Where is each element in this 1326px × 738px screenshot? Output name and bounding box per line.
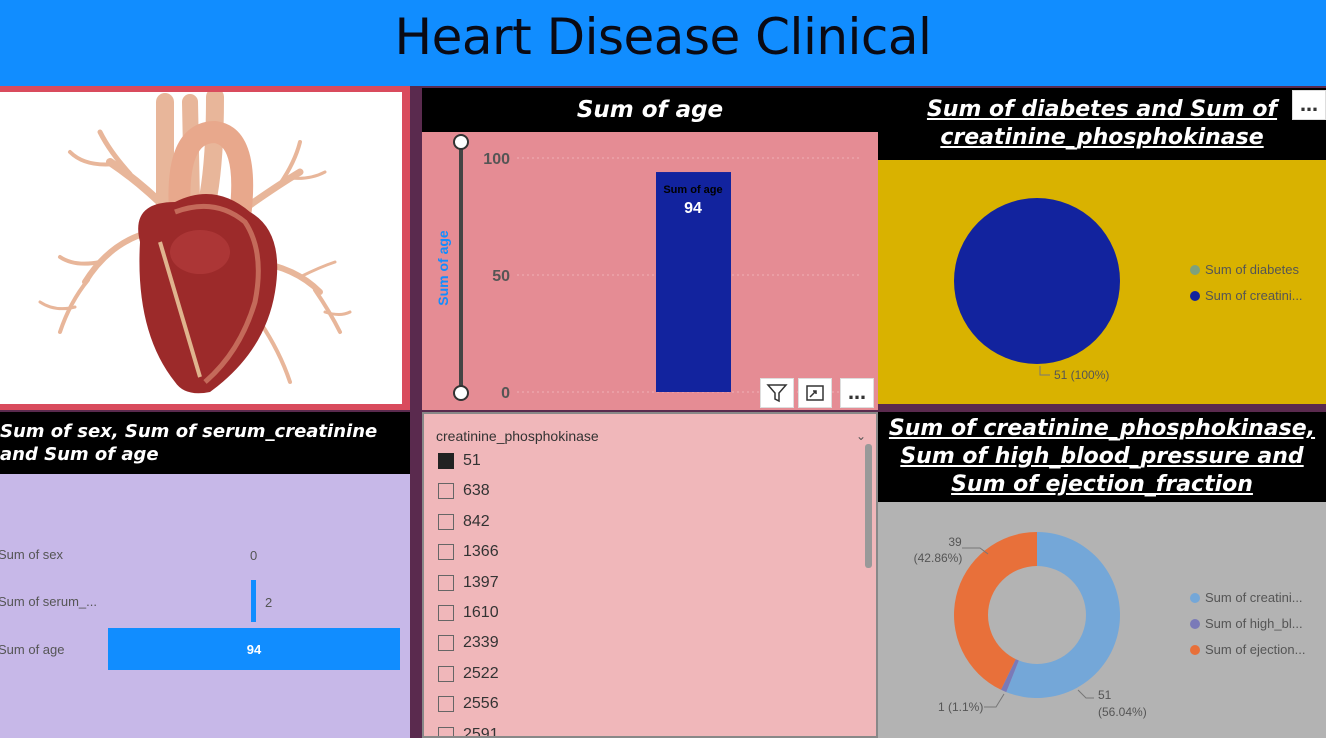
pie-slice-label: 51 (100%)	[1054, 368, 1109, 382]
bar-data-label: 94	[247, 642, 262, 657]
legend-item-bp[interactable]: Sum of high_bl...	[1190, 616, 1303, 631]
age-bar-tooltip-label: Sum of age	[663, 184, 722, 196]
pie-slice-creatinine[interactable]	[954, 198, 1120, 364]
checkbox[interactable]	[438, 483, 454, 500]
donut-label-creatinine-pct: (56.04%)	[1098, 705, 1147, 719]
checkbox[interactable]	[438, 665, 454, 682]
checkbox[interactable]	[438, 605, 454, 621]
slicer-item[interactable]: 1397	[438, 574, 499, 592]
report-title: Heart Disease Clinical	[394, 8, 932, 66]
legend-label: Sum of creatini...	[1205, 288, 1303, 303]
slicer-item-label: 1610	[463, 604, 499, 621]
bar-category-label: Sum of serum_...	[0, 594, 97, 609]
sex-chart-title: Sum of sex, Sum of serum_creatinine and …	[0, 412, 410, 474]
slicer-item-label: 2339	[463, 634, 499, 652]
legend-dot-diabetes	[1190, 264, 1200, 275]
heart-image-panel	[0, 86, 410, 410]
chevron-down-icon[interactable]: ⌄	[855, 429, 866, 443]
slicer-item-label: 842	[463, 512, 490, 530]
bar-serum-creatinine[interactable]	[251, 580, 256, 622]
checkbox[interactable]	[438, 453, 454, 469]
donut-label-ejection: 39	[948, 535, 962, 549]
slicer-item-label: 638	[463, 482, 490, 500]
diabetes-pie-svg: 51 (100%)	[954, 198, 1120, 382]
slicer-item[interactable]: 51	[438, 452, 481, 470]
slicer-item[interactable]: 2522	[438, 665, 499, 683]
legend-item-diabetes[interactable]: Sum of diabetes	[1190, 262, 1299, 277]
slicer-item-label: 2591	[463, 725, 499, 738]
range-slider-top-handle[interactable]	[453, 134, 469, 150]
slicer-item-label: 1397	[463, 573, 499, 591]
range-slider-bottom-handle[interactable]	[453, 385, 469, 401]
slicer-item-label: 2522	[463, 664, 499, 682]
sex-chart-panel[interactable]: Sum of sex, Sum of serum_creatinine and …	[0, 412, 410, 738]
donut-svg: 39 (42.86%) 1 (1.1%) 51 (56.04%)	[914, 532, 1147, 719]
slicer-item[interactable]: 842	[438, 513, 490, 531]
donut-label-ejection-pct: (42.86%)	[914, 551, 963, 565]
bar-data-label: 2	[265, 595, 272, 610]
legend-dot	[1190, 592, 1200, 603]
age-chart-panel[interactable]: Sum of age Sum of age 100 50 0 Sum of age …	[422, 88, 878, 410]
slicer-panel[interactable]: creatinine_phosphokinase ⌄ 51 638 842 1366 1…	[422, 412, 878, 738]
legend-dot-creatinine	[1190, 290, 1200, 301]
report-header: Heart Disease Clinical	[0, 0, 1326, 86]
legend-label: Sum of high_bl...	[1205, 616, 1303, 631]
slicer-item[interactable]: 2339	[438, 634, 499, 652]
slicer-item[interactable]: 638	[438, 482, 490, 500]
legend-dot	[1190, 644, 1200, 655]
legend-item-creatinine[interactable]: Sum of creatini...	[1190, 590, 1303, 605]
bar-sum-of-age[interactable]	[108, 628, 400, 670]
age-bar-data-label: 94	[684, 200, 702, 217]
diabetes-more-options-icon[interactable]: …	[1292, 90, 1326, 120]
legend-item-creatinine[interactable]: Sum of creatini...	[1190, 288, 1303, 303]
bar-category-label: Sum of age	[0, 642, 65, 657]
slicer-item[interactable]: 2556	[438, 695, 499, 713]
slicer-header[interactable]: creatinine_phosphokinase ⌄	[436, 426, 866, 446]
y-tick-label: 50	[492, 268, 510, 285]
age-chart-title: Sum of age	[422, 88, 878, 132]
checkbox[interactable]	[438, 574, 454, 591]
slicer-item-label: 1366	[463, 543, 499, 561]
diabetes-chart-panel[interactable]: Sum of diabetes and Sum of creatinine_ph…	[878, 88, 1326, 404]
y-tick-label: 100	[483, 151, 510, 168]
checkbox[interactable]	[438, 513, 454, 530]
heart-illustration	[38, 88, 352, 394]
slicer-item[interactable]: 1610	[438, 604, 499, 622]
y-tick-label: 0	[501, 385, 510, 402]
donut-label-bp: 1 (1.1%)	[938, 700, 983, 714]
focus-mode-icon[interactable]	[798, 378, 832, 408]
donut-chart-panel[interactable]: Sum of creatinine_phosphokinase, Sum of …	[878, 412, 1326, 738]
checkbox[interactable]	[438, 544, 454, 561]
legend-label: Sum of creatini...	[1205, 590, 1303, 605]
bar-sum-of-age[interactable]	[656, 172, 731, 392]
age-chart-svg: Sum of age 100 50 0 Sum of age 94	[435, 134, 862, 402]
slicer-scrollbar[interactable]	[865, 444, 872, 568]
legend-label: Sum of diabetes	[1205, 262, 1299, 277]
age-chart-ylabel: Sum of age	[435, 230, 451, 306]
checkbox[interactable]	[438, 635, 454, 652]
bar-data-label: 0	[250, 548, 257, 563]
donut-chart-title: Sum of creatinine_phosphokinase, Sum of …	[878, 412, 1326, 502]
more-options-icon[interactable]: …	[840, 378, 874, 408]
sex-bar-svg: Sum of sex 0 Sum of serum_... 2 Sum of age 94	[0, 547, 400, 670]
legend-label: Sum of ejection...	[1205, 642, 1306, 657]
heart-image	[0, 88, 402, 404]
donut-label-creatinine: 51	[1098, 688, 1112, 702]
diabetes-chart-title: Sum of diabetes and Sum of creatinine_ph…	[878, 88, 1326, 160]
legend-dot	[1190, 618, 1200, 629]
slicer-item[interactable]: 2591	[438, 725, 499, 738]
sex-chart-title-text: Sum of sex, Sum of serum_creatinine and …	[0, 421, 378, 465]
legend-item-ejection[interactable]: Sum of ejection...	[1190, 642, 1305, 657]
slicer-title: creatinine_phosphokinase	[436, 428, 599, 444]
bar-category-label: Sum of sex	[0, 547, 64, 562]
slicer-item-label: 51	[463, 452, 481, 469]
slicer-item[interactable]: 1366	[438, 543, 499, 561]
slicer-item-label: 2556	[463, 695, 499, 713]
filter-icon[interactable]	[760, 378, 794, 408]
checkbox[interactable]	[438, 696, 454, 713]
checkbox[interactable]	[438, 726, 454, 736]
